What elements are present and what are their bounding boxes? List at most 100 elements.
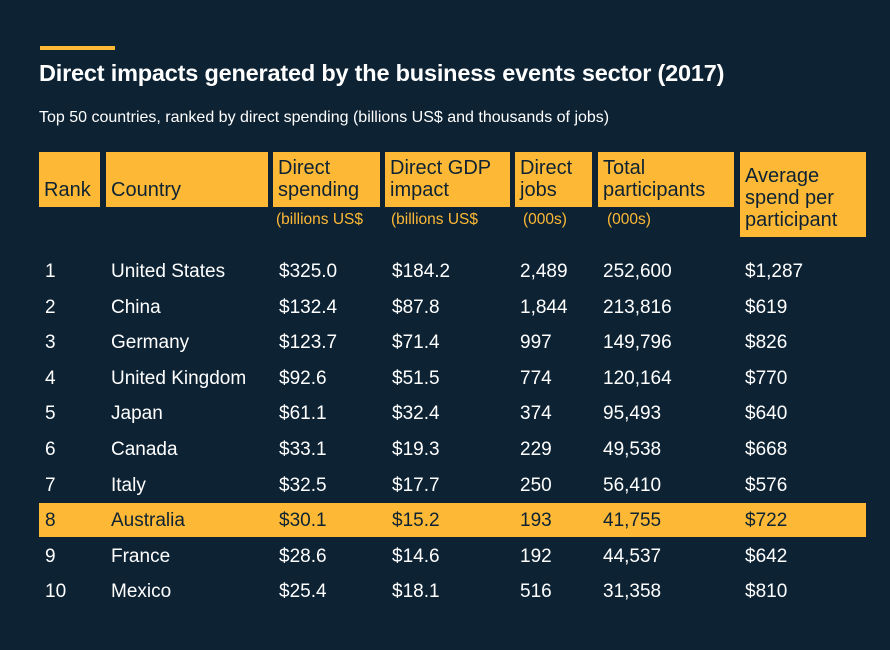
table-row: 1 United States $325.0 $184.2 2,489 252,600 $1…: [39, 254, 866, 288]
table-cell: $642: [745, 545, 788, 567]
table-cell: $32.4: [392, 403, 440, 425]
table-cell: $619: [745, 296, 788, 318]
table-cell: 49,538: [603, 439, 662, 460]
table-cell: 7: [45, 474, 56, 496]
table-cell: $87.8: [392, 296, 440, 318]
table-cell: $770: [745, 367, 788, 389]
table-cell: $810: [745, 581, 788, 603]
table-cell: $71.4: [392, 332, 440, 354]
table-cell: 374: [520, 403, 552, 425]
table-cell: Japan: [111, 403, 163, 425]
table-cell: 1,844: [520, 296, 568, 318]
table-cell: $92.6: [279, 367, 327, 389]
column-unit: (000s): [523, 211, 567, 228]
column-header-label: Average spend per participant: [745, 165, 838, 231]
table-cell: Mexico: [111, 581, 172, 603]
table-cell: Canada: [111, 439, 178, 460]
table-row: 8 Australia $30.1 $15.2 193 41,755 $722: [39, 503, 866, 538]
table-cell: 774: [520, 367, 552, 389]
column-header: Country: [106, 152, 268, 207]
table-cell: $325.0: [279, 261, 338, 282]
table-row: 7 Italy $32.5 $17.7 250 56,410 $576: [39, 468, 866, 502]
table-cell: 9: [45, 545, 56, 567]
column-unit: (billions US$: [391, 211, 479, 228]
table-cell: $132.4: [279, 296, 338, 318]
table-cell: 10: [45, 581, 67, 603]
table-row: 9 France $28.6 $14.6 192 44,537 $642: [39, 539, 866, 573]
table-cell: $826: [745, 332, 788, 354]
table-row: 5 Japan $61.1 $32.4 374 95,493 $640: [39, 396, 866, 430]
column-header-label: Direct jobs: [520, 157, 573, 201]
table-cell: 252,600: [603, 261, 672, 282]
column-unit: (000s): [607, 211, 651, 228]
table-cell: $61.1: [279, 403, 327, 425]
table-row: 2 China $132.4 $87.8 1,844 213,816 $619: [39, 290, 866, 324]
column-header-label: Direct GDP impact: [390, 157, 491, 201]
accent-bar: [40, 46, 115, 50]
table-cell: $640: [745, 403, 788, 425]
table-cell: 250: [520, 474, 552, 496]
column-header: Rank: [39, 152, 100, 207]
table-cell: 120,164: [603, 367, 672, 389]
table-cell: France: [111, 545, 171, 567]
table-cell: 8: [45, 510, 56, 532]
column-header-label: Country: [111, 179, 182, 201]
table-cell: $668: [745, 439, 788, 460]
table-cell: $576: [745, 474, 788, 496]
table-cell: China: [111, 296, 161, 318]
table-cell: 44,537: [603, 545, 662, 567]
table-cell: 3: [45, 332, 56, 354]
table-cell: United Kingdom: [111, 367, 247, 389]
table-cell: 4: [45, 367, 56, 389]
table-cell: $51.5: [392, 367, 440, 389]
table-cell: 229: [520, 439, 552, 460]
page-subtitle: Top 50 countries, ranked by direct spend…: [39, 109, 610, 126]
column-unit: (billions US$: [276, 211, 364, 228]
table-row: 6 Canada $33.1 $19.3 229 49,538 $668: [39, 432, 866, 466]
column-header: Direct GDP impact: [385, 152, 510, 207]
table-cell: $19.3: [392, 439, 440, 460]
column-header: Average spend per participant: [740, 152, 866, 237]
table-cell: 997: [520, 332, 552, 354]
table-cell: Australia: [111, 510, 185, 532]
table-cell: $18.1: [392, 581, 440, 603]
table-cell: 213,816: [603, 296, 672, 318]
table-cell: $184.2: [392, 261, 451, 282]
table-cell: Italy: [111, 474, 146, 496]
table-cell: 149,796: [603, 332, 672, 354]
table-cell: $1,287: [745, 261, 804, 282]
table-row: 3 Germany $123.7 $71.4 997 149,796 $826: [39, 325, 866, 359]
column-header-label: Direct spending: [278, 157, 360, 201]
table-cell: $30.1: [279, 510, 327, 532]
table-cell: $33.1: [279, 439, 327, 460]
table-cell: 2: [45, 296, 56, 318]
table-cell: 56,410: [603, 474, 662, 496]
table-cell: 516: [520, 581, 552, 603]
column-header: Direct jobs: [515, 152, 592, 207]
table-cell: 2,489: [520, 261, 568, 282]
table-cell: 41,755: [603, 510, 662, 532]
table-cell: Germany: [111, 332, 190, 354]
table-cell: 1: [45, 261, 56, 282]
table-cell: 31,358: [603, 581, 662, 603]
column-header: Total participants: [598, 152, 734, 207]
table-cell: $15.2: [392, 510, 440, 532]
table-cell: 6: [45, 439, 56, 460]
table-cell: $25.4: [279, 581, 327, 603]
table-cell: 192: [520, 545, 552, 567]
table-cell: $123.7: [279, 332, 338, 354]
column-header-label: Rank: [44, 179, 91, 201]
table-cell: 193: [520, 510, 552, 532]
column-header: Direct spending: [273, 152, 380, 207]
page-title: Direct impacts generated by the business…: [39, 60, 725, 86]
table-row: 4 United Kingdom $92.6 $51.5 774 120,164 $770: [39, 361, 866, 395]
table-cell: 5: [45, 403, 56, 425]
table-cell: $28.6: [279, 545, 327, 567]
column-header-label: Total participants: [603, 157, 706, 201]
table-cell: $32.5: [279, 474, 327, 496]
table-cell: $722: [745, 510, 788, 532]
table-cell: $17.7: [392, 474, 440, 496]
table-cell: United States: [111, 261, 226, 282]
table-cell: 95,493: [603, 403, 662, 425]
table-row: 10 Mexico $25.4 $18.1 516 31,358 $810: [39, 574, 866, 608]
